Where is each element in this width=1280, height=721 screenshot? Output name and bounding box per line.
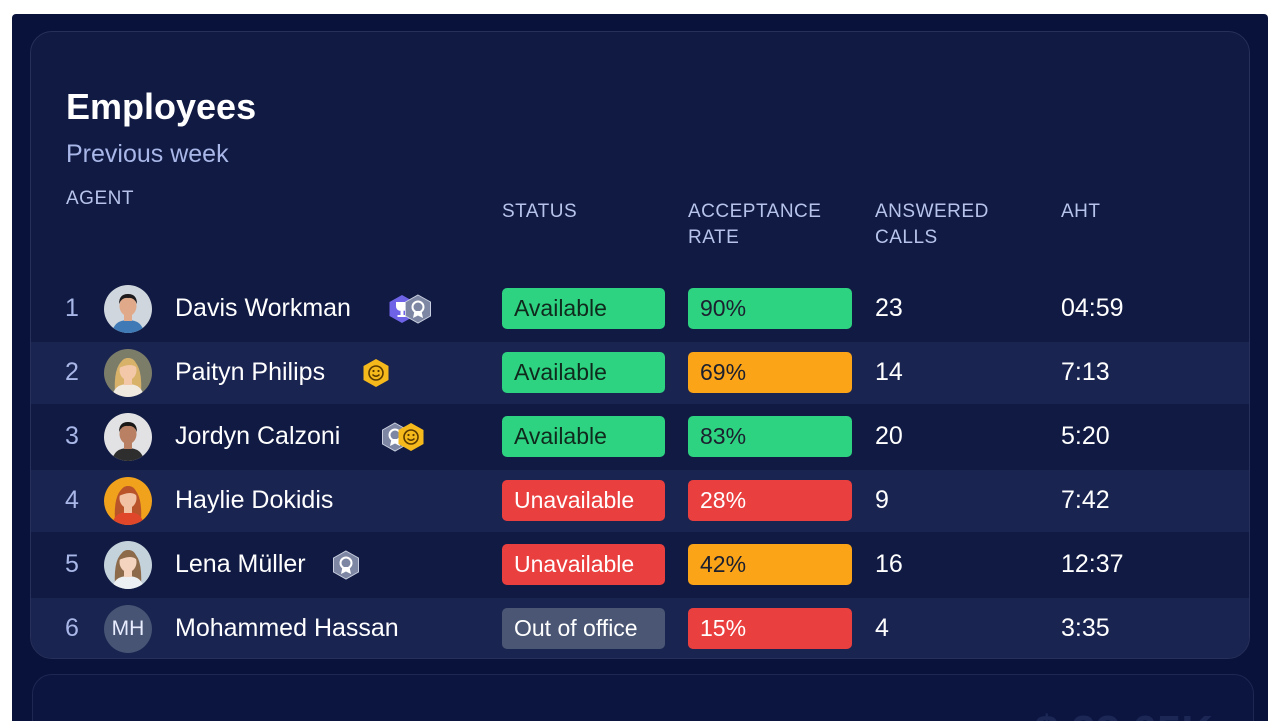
- column-header-acceptance-rate-line1: ACCEPTANCE: [688, 201, 822, 222]
- avatar[interactable]: MH: [104, 605, 152, 653]
- column-header-aht[interactable]: AHT: [1061, 201, 1101, 222]
- revenue-panel: $ 23.65K: [32, 674, 1254, 721]
- row-rank: 5: [65, 550, 79, 578]
- card-title: Employees: [66, 86, 257, 127]
- avatar[interactable]: [104, 413, 152, 461]
- answered-calls-value: 14: [875, 358, 903, 386]
- status-badge: Available: [502, 288, 665, 329]
- status-badge: Available: [502, 352, 665, 393]
- avatar[interactable]: [104, 541, 152, 589]
- answered-calls-value: 4: [875, 614, 889, 642]
- avatar[interactable]: [104, 349, 152, 397]
- answered-calls-value: 23: [875, 294, 903, 322]
- medal-badge-icon: [333, 550, 359, 580]
- acceptance-rate-badge: 83%: [688, 416, 852, 457]
- avatar[interactable]: [104, 285, 152, 333]
- revenue-value: $ 23.65K: [1034, 707, 1213, 721]
- table-row[interactable]: 2 Paityn Philips Available 69% 14 7:13: [31, 342, 1249, 404]
- status-badge: Out of office: [502, 608, 665, 649]
- aht-value: 3:35: [1061, 614, 1110, 642]
- agent-name[interactable]: Lena Müller: [175, 550, 306, 578]
- aht-value: 5:20: [1061, 422, 1110, 450]
- dashboard-background: Employees Previous week AGENT STATUS ACC…: [12, 14, 1268, 721]
- aht-value: 7:42: [1061, 486, 1110, 514]
- row-rank: 6: [65, 614, 79, 642]
- smile-badge-icon: [363, 359, 389, 387]
- table-row[interactable]: 5 Lena Müller Unavailable 42% 16 12:37: [31, 534, 1249, 596]
- status-badge: Available: [502, 416, 665, 457]
- table-row[interactable]: 4 Haylie Dokidis Unavailable 28% 9 7:42: [31, 470, 1249, 532]
- avatar-initials: MH: [111, 617, 145, 640]
- avatar[interactable]: [104, 477, 152, 525]
- agent-name[interactable]: Haylie Dokidis: [175, 486, 334, 514]
- agent-name[interactable]: Jordyn Calzoni: [175, 422, 341, 450]
- acceptance-rate-badge: 15%: [688, 608, 852, 649]
- agent-name[interactable]: Mohammed Hassan: [175, 614, 399, 642]
- achievement-badges[interactable]: [331, 550, 361, 582]
- answered-calls-value: 16: [875, 550, 903, 578]
- agent-name[interactable]: Davis Workman: [175, 294, 351, 322]
- medal-badge-icon: [405, 294, 431, 324]
- column-header-acceptance-rate-line2: RATE: [688, 227, 740, 248]
- row-rank: 2: [65, 358, 79, 386]
- aht-value: 7:13: [1061, 358, 1110, 386]
- acceptance-rate-badge: 69%: [688, 352, 852, 393]
- answered-calls-value: 9: [875, 486, 889, 514]
- column-header-agent[interactable]: AGENT: [66, 188, 134, 209]
- achievement-badges[interactable]: [380, 422, 426, 454]
- table-row[interactable]: 6 MH Mohammed Hassan Out of office 15% 4 3:35: [31, 598, 1249, 658]
- column-header-answered-calls-line2: CALLS: [875, 227, 938, 248]
- acceptance-rate-badge: 90%: [688, 288, 852, 329]
- column-header-status[interactable]: STATUS: [502, 201, 578, 222]
- agent-name[interactable]: Paityn Philips: [175, 358, 326, 386]
- table-row[interactable]: 3 Jordyn Calzoni Available 83% 20 5:20: [31, 406, 1249, 468]
- achievement-badges[interactable]: [361, 358, 391, 390]
- employees-card: Employees Previous week AGENT STATUS ACC…: [30, 31, 1250, 659]
- card-subtitle: Previous week: [66, 140, 229, 168]
- column-header-answered-calls-line1: ANSWERED: [875, 201, 989, 222]
- aht-value: 12:37: [1061, 550, 1124, 578]
- column-header-acceptance-rate[interactable]: ACCEPTANCE RATE: [688, 199, 821, 251]
- acceptance-rate-badge: 42%: [688, 544, 852, 585]
- acceptance-rate-badge: 28%: [688, 480, 852, 521]
- achievement-badges[interactable]: [387, 294, 433, 326]
- row-rank: 4: [65, 486, 79, 514]
- smile-badge-icon: [398, 423, 424, 451]
- aht-value: 04:59: [1061, 294, 1124, 322]
- table-row[interactable]: 1 Davis Workman Available 90% 23 04:59: [31, 278, 1249, 340]
- status-badge: Unavailable: [502, 544, 665, 585]
- answered-calls-value: 20: [875, 422, 903, 450]
- row-rank: 3: [65, 422, 79, 450]
- row-rank: 1: [65, 294, 79, 322]
- column-header-answered-calls[interactable]: ANSWERED CALLS: [875, 199, 989, 251]
- status-badge: Unavailable: [502, 480, 665, 521]
